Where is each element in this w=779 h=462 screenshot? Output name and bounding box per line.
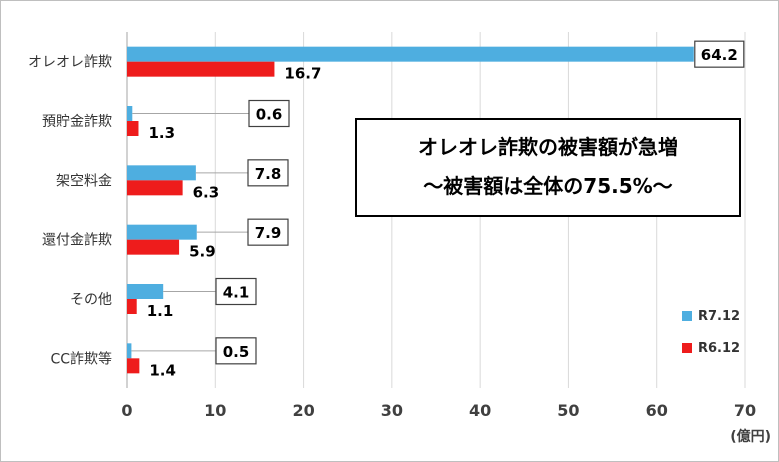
category-label: CC詐欺等 <box>50 350 112 367</box>
data-label-box <box>694 40 745 68</box>
legend-label: R6.12 <box>698 341 740 356</box>
annotation-line-2: 〜被害額は全体の75.5%〜 <box>423 174 672 198</box>
data-label-box <box>248 99 290 128</box>
data-label-box <box>247 218 289 246</box>
bar-r6 <box>127 239 180 255</box>
data-label-r7: 4.1 <box>223 284 250 302</box>
data-label-r6: 6.3 <box>193 183 220 201</box>
x-tick-label: 30 <box>381 401 403 420</box>
x-tick-label: 60 <box>646 401 668 420</box>
data-label-box <box>215 337 257 365</box>
x-tick-label: 70 <box>734 401 756 420</box>
x-tick-labels: 0 10 20 30 40 50 60 70 <box>121 401 756 420</box>
category-label: オレオレ詐欺 <box>28 55 112 71</box>
annotation-line-1: オレオレ詐欺の被害額が急増 <box>418 135 678 159</box>
label-leaders <box>131 113 249 352</box>
data-label-r6: 1.1 <box>147 302 174 320</box>
data-label-r7: 0.5 <box>223 343 250 361</box>
bars <box>127 46 694 374</box>
bar-r7 <box>127 165 196 181</box>
data-label-r6: 16.7 <box>284 65 321 83</box>
annotation-border <box>355 118 741 217</box>
data-label-r7: 7.9 <box>255 224 282 242</box>
bar-r6 <box>127 61 275 77</box>
data-label-r6: 1.3 <box>148 124 175 142</box>
bar-r7 <box>127 284 164 299</box>
legend-label: R7.12 <box>698 309 740 324</box>
data-label-r6: 5.9 <box>189 243 216 261</box>
bar-r6 <box>127 121 139 136</box>
category-label: 預貯金詐欺 <box>42 114 112 130</box>
data-label-box <box>247 159 289 187</box>
x-unit-label: (億円) <box>730 428 771 445</box>
x-tick-label: 40 <box>469 401 491 420</box>
bar-r6 <box>127 180 183 196</box>
legend-swatch <box>682 311 692 321</box>
data-label-r7: 0.6 <box>256 106 283 124</box>
bar-r7 <box>127 46 694 62</box>
x-tick-label: 10 <box>204 401 226 420</box>
data-labels: 64.2 16.7 0.6 1.3 7.8 6.3 7.9 5.9 4.1 1.1 0.5 1.4 <box>147 40 745 379</box>
category-label: 架空料金 <box>56 173 112 189</box>
data-label-r7: 7.8 <box>255 165 282 183</box>
bar-r7 <box>127 106 133 121</box>
bar-r7 <box>127 343 132 359</box>
x-tick-label: 50 <box>557 401 579 420</box>
category-label: その他 <box>70 292 112 308</box>
bar-r7 <box>127 224 197 240</box>
bar-r6 <box>127 358 140 374</box>
annotation-box: オレオレ詐欺の被害額が急増 〜被害額は全体の75.5%〜 <box>355 118 741 217</box>
bar-r6 <box>127 299 137 314</box>
data-label-box <box>215 277 257 306</box>
category-label: 還付金詐欺 <box>42 233 112 249</box>
data-label-r6: 1.4 <box>149 361 176 379</box>
x-tick-label: 0 <box>121 401 132 420</box>
legend: R7.12 R6.12 <box>682 309 740 356</box>
data-label-r7: 64.2 <box>701 46 738 64</box>
legend-swatch <box>682 343 692 353</box>
x-tick-label: 20 <box>292 401 314 420</box>
